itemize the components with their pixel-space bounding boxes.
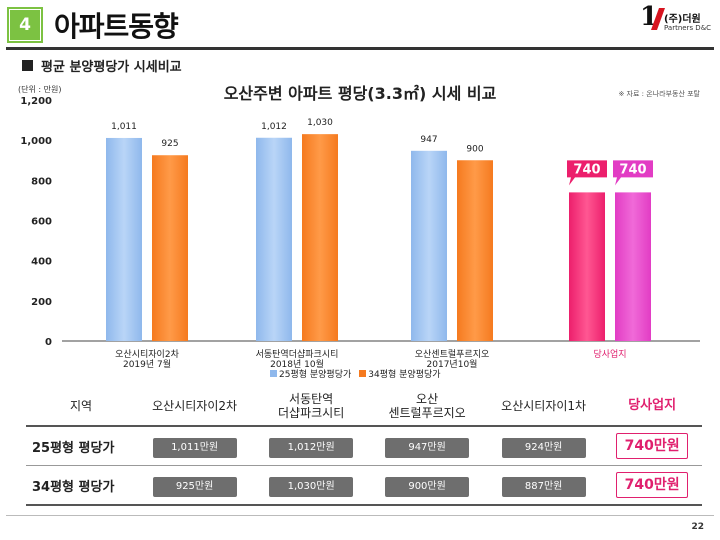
page-title: 아파트동향 (54, 10, 179, 43)
table-cell: 887만원 (485, 465, 603, 506)
data-label: 900 (466, 144, 483, 154)
header-col-1: 오산시티자이2차 (152, 398, 238, 413)
y-tick-label: 200 (31, 297, 52, 308)
y-tick-label: 800 (31, 176, 52, 187)
header-col-4: 오산시티자이1차 (501, 398, 587, 413)
x-tick-label: 당사업지 (593, 349, 626, 360)
x-tick-date-label: 2018년 10월 (270, 358, 324, 370)
bar (615, 192, 651, 341)
table-cell: 947만원 (369, 426, 486, 466)
legend-swatch-34 (359, 370, 367, 377)
y-tick-label: 0 (45, 337, 52, 348)
price-pill: 1,030만원 (269, 476, 354, 497)
table-row: 25평형 평당가 1,011만원 1,012만원 947만원 924만원 740… (26, 426, 702, 466)
footer-divider (6, 515, 714, 516)
table-header-cell: 오산 센트럴푸르지오 (369, 387, 486, 427)
legend-swatch-25 (270, 370, 277, 377)
y-tick-label: 600 (31, 217, 52, 228)
price-pill: 924만원 (501, 437, 586, 458)
header-divider (6, 47, 714, 50)
square-bullet-icon (22, 60, 33, 71)
data-label: 740 (573, 162, 600, 177)
legend-label-34: 34평형 분양평당가 (368, 370, 441, 380)
table-header-cell: 오산시티자이1차 (485, 387, 603, 427)
bar (411, 150, 447, 341)
chart-legend: 25평형 분양평당가 34평형 분양평당가 (270, 367, 441, 380)
bar (457, 160, 493, 341)
table-cell: 1,012만원 (253, 426, 370, 466)
bar (256, 137, 292, 341)
bar (152, 155, 188, 341)
price-pill: 887만원 (501, 476, 586, 497)
header-col-2: 서동탄역 더샵파크시티 (278, 391, 345, 420)
table-header-row: 지역 오산시티자이2차 서동탄역 더샵파크시티 오산 센트럴푸르지오 오산시티자… (26, 387, 702, 427)
legend-item-25: 25평형 분양평당가 (270, 367, 351, 380)
table-cell: 900만원 (369, 465, 486, 506)
table-header-cell: 서동탄역 더샵파크시티 (253, 387, 370, 427)
price-pill: 947만원 (385, 437, 470, 458)
data-label: 947 (420, 135, 437, 145)
chart-source: ※ 자료 : 온나라부동산 포탈 (618, 90, 700, 98)
logo-text: (주)더원 (664, 14, 701, 25)
table-cell: 924만원 (485, 426, 603, 466)
table-cell: 740만원 (602, 426, 702, 466)
data-label: 925 (161, 139, 178, 149)
section-heading: 평균 분양평당가 시세비교 (22, 56, 182, 75)
data-label-callout (613, 160, 653, 186)
bar (569, 192, 605, 341)
price-pill: 925만원 (152, 476, 237, 497)
data-label: 1,011 (111, 122, 137, 132)
table-cell: 1,011만원 (136, 426, 254, 466)
row-label: 34평형 평당가 (26, 465, 136, 506)
bar (302, 134, 338, 341)
table-cell: 740만원 (602, 465, 702, 506)
y-tick-label: 1,000 (20, 136, 52, 147)
section-number: 4 (9, 9, 41, 41)
legend-label-25: 25평형 분양평당가 (279, 370, 352, 380)
chart-unit-label: (단위 : 만원) (18, 85, 62, 94)
section-number-badge: 4 (7, 7, 43, 43)
company-logo: 1 (주)더원 Partners D&C (640, 2, 712, 42)
x-tick-label: 오산센트럴푸르지오 (415, 349, 490, 360)
price-pill: 1,012만원 (269, 437, 354, 458)
header-region: 지역 (69, 398, 93, 413)
table-header-cell: 당사업지 (602, 387, 702, 427)
y-tick-label: 1,200 (20, 96, 52, 107)
data-label: 740 (619, 162, 646, 177)
x-tick-date-label: 2019년 7월 (123, 358, 171, 370)
price-pill-highlight: 740만원 (616, 472, 689, 498)
table-cell: 1,030만원 (253, 465, 370, 506)
table-cell: 925만원 (136, 465, 254, 506)
price-pill: 900만원 (385, 476, 470, 497)
header-col-5: 당사업지 (628, 398, 677, 414)
comparison-table: 지역 오산시티자이2차 서동탄역 더샵파크시티 오산 센트럴푸르지오 오산시티자… (26, 387, 702, 506)
page-number: 22 (691, 522, 704, 532)
table-row: 34평형 평당가 925만원 1,030만원 900만원 887만원 740만원 (26, 465, 702, 506)
x-tick-date-label: 2017년10월 (427, 358, 478, 370)
legend-item-34: 34평형 분양평당가 (359, 367, 441, 380)
y-tick-label: 400 (31, 257, 52, 268)
x-tick-label: 오산시티자이2차 (115, 348, 179, 360)
chart-title: 오산주변 아파트 평당(3.3㎡) 시세 비교 (223, 84, 497, 103)
table-header-cell: 오산시티자이2차 (136, 387, 254, 427)
bar-chart: 02004006008001,0001,2001,011925오산시티자이2차2… (20, 96, 700, 370)
data-label: 1,030 (307, 118, 333, 128)
section-heading-text: 평균 분양평당가 시세비교 (41, 60, 182, 75)
table-header-cell: 지역 (26, 387, 136, 427)
row-label: 25평형 평당가 (26, 426, 136, 466)
data-label: 1,012 (261, 122, 287, 132)
price-pill: 1,011만원 (152, 437, 237, 458)
data-label-callout (567, 160, 607, 186)
logo-subtext: Partners D&C (664, 24, 712, 32)
bar (106, 137, 142, 341)
header-col-3: 오산 센트럴푸르지오 (388, 391, 466, 420)
price-pill-highlight: 740만원 (616, 433, 689, 459)
x-tick-label: 서동탄역더샵파크시티 (256, 349, 339, 360)
